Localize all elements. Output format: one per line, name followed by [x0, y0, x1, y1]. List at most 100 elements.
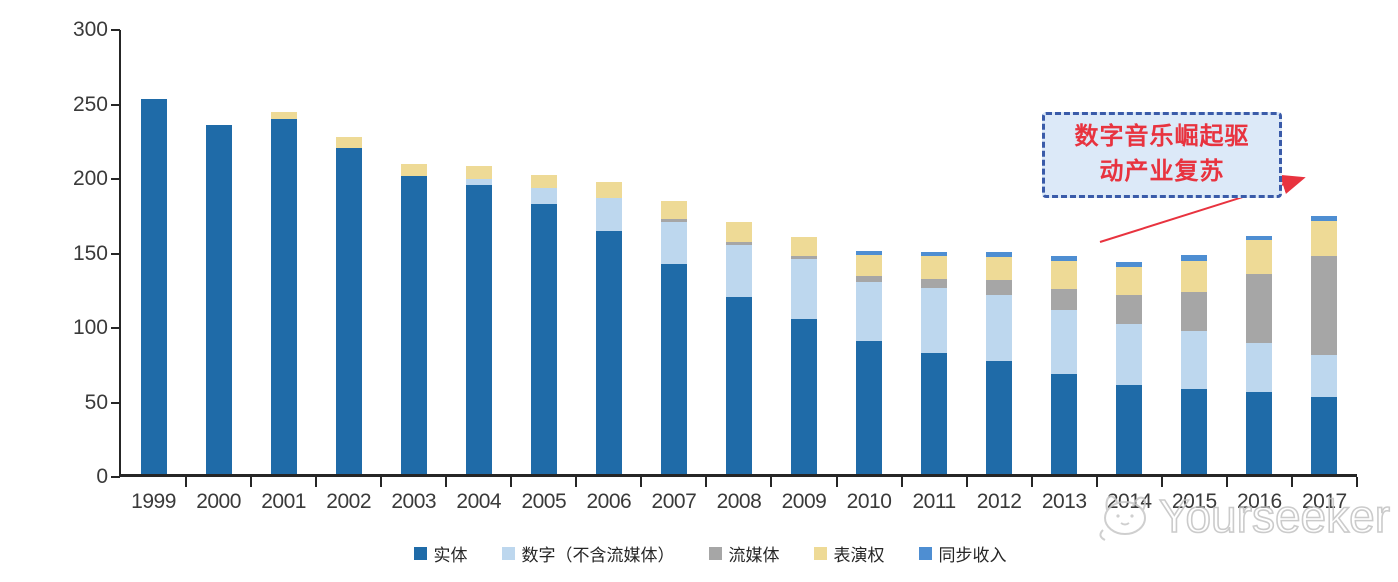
bar-segment-数字（不含流媒体）: [465, 179, 492, 185]
x-axis-label-2012: 2012: [976, 490, 1022, 513]
bar-group-2002: 2002: [316, 30, 383, 513]
x-axis-tick: [770, 477, 773, 487]
y-axis-tick: [111, 252, 120, 255]
bar-stack: [1051, 256, 1078, 474]
x-axis-label-2010: 2010: [846, 490, 892, 513]
legend-item-同步收入: 同步收入: [918, 541, 1007, 566]
watermark: Yourseeker: [1093, 489, 1391, 543]
bar-stack: [921, 252, 948, 474]
bar-segment-数字（不含流媒体）: [921, 287, 948, 354]
y-axis-tick: [111, 103, 120, 106]
bar-group-2004: 2004: [446, 30, 513, 513]
x-axis-label-1999: 1999: [131, 490, 176, 513]
bar-group-2003: 2003: [381, 30, 448, 513]
bar-segment-实体: [140, 98, 167, 474]
bar-segment-流媒体: [660, 219, 687, 223]
bar-segment-实体: [856, 341, 883, 474]
x-axis-tick: [185, 477, 188, 487]
y-axis-label-0: 0: [96, 465, 108, 488]
x-axis-tick: [315, 477, 318, 487]
bar-segment-实体: [1246, 392, 1273, 474]
x-axis-label-2006: 2006: [586, 490, 632, 513]
x-axis-label-2005: 2005: [521, 490, 567, 513]
x-axis-tick: [900, 477, 903, 487]
x-axis-label-2000: 2000: [196, 490, 241, 513]
legend-label: 数字（不含流媒体）: [521, 546, 675, 565]
bar-segment-表演权: [660, 201, 687, 220]
x-axis-tick: [705, 477, 708, 487]
x-axis-label-2017: 2017: [1302, 490, 1347, 513]
x-axis-tick: [1160, 477, 1163, 487]
bar-segment-表演权: [921, 256, 948, 279]
bar-group-2009: 2009: [771, 30, 838, 513]
bar-segment-实体: [725, 296, 752, 474]
x-axis-tick: [1030, 477, 1033, 487]
bar-segment-实体: [530, 204, 557, 474]
bar-segment-同步收入: [856, 250, 883, 255]
bar-group-2015: 2015: [1162, 30, 1228, 513]
bar-segment-数字（不含流媒体）: [1051, 310, 1078, 375]
bar-stack: [1246, 235, 1273, 474]
bar-segment-数字（不含流媒体）: [1116, 323, 1143, 385]
y-axis-label-100: 100: [72, 316, 108, 339]
y-axis-tick: [111, 476, 120, 478]
legend-item-实体: 实体: [413, 541, 468, 566]
bar-stack: [270, 111, 297, 474]
bar-segment-实体: [205, 125, 232, 474]
x-axis-tick: [1290, 477, 1293, 487]
bar-stack: [725, 222, 752, 474]
x-axis-label-2001: 2001: [261, 490, 306, 513]
bar-stack: [1181, 255, 1208, 474]
bar-segment-数字（不含流媒体）: [1246, 342, 1273, 393]
y-axis-tick: [111, 178, 120, 180]
bar-segment-流媒体: [1246, 274, 1273, 343]
bar-stack: [335, 137, 362, 474]
bar-segment-数字（不含流媒体）: [856, 281, 883, 342]
plot-area: 1999 2000 2001 2002 2003 2004 2005 2006 2007 2008…: [119, 30, 1358, 513]
annotation-callout: 数字音乐崛起驱 动产业复苏: [1042, 112, 1282, 198]
bar-segment-数字（不含流媒体）: [530, 187, 557, 205]
bar-group-2010: 2010: [837, 30, 903, 513]
bar-segment-表演权: [1051, 260, 1078, 290]
legend: 实体 数字（不含流媒体） 流媒体 表演权 同步收入: [0, 541, 1398, 566]
x-axis-tick: [1355, 477, 1358, 487]
bar-segment-表演权: [1311, 220, 1338, 257]
bar-group-2013: 2013: [1032, 30, 1098, 513]
bar-segment-实体: [660, 263, 687, 474]
bar-stack: [530, 174, 557, 474]
x-axis-tick: [380, 477, 383, 487]
x-axis-label-2011: 2011: [912, 490, 956, 513]
x-axis-tick: [1225, 477, 1228, 487]
x-axis-tick: [835, 477, 838, 487]
x-axis-label-2007: 2007: [651, 490, 697, 513]
x-axis-label-2004: 2004: [456, 490, 502, 513]
bar-stack: [1311, 216, 1338, 474]
bar-segment-表演权: [856, 254, 883, 276]
bar-group-1999: 1999: [121, 30, 188, 513]
bar-stack: [790, 237, 817, 474]
annotation-text-line2: 动产业复苏: [1099, 158, 1225, 185]
legend-item-流媒体: 流媒体: [708, 541, 780, 566]
bar-segment-同步收入: [1116, 262, 1143, 267]
bar-segment-流媒体: [921, 278, 948, 288]
bar-segment-流媒体: [790, 256, 817, 260]
bar-segment-实体: [400, 176, 427, 474]
bar-segment-实体: [595, 231, 622, 474]
x-axis-label-2003: 2003: [391, 490, 437, 513]
bar-group-2007: 2007: [641, 30, 708, 513]
y-axis-label-50: 50: [84, 390, 108, 414]
x-axis-label-2015: 2015: [1171, 490, 1217, 513]
bar-segment-同步收入: [1051, 256, 1078, 261]
bar-stack: [465, 165, 492, 474]
x-axis-label-2002: 2002: [326, 490, 372, 513]
x-axis-label-2016: 2016: [1236, 490, 1282, 513]
bar-segment-实体: [335, 147, 362, 474]
bar-segment-流媒体: [1311, 256, 1338, 355]
bar-segment-表演权: [270, 111, 297, 120]
bar-segment-数字（不含流媒体）: [790, 259, 817, 320]
x-axis-label-2008: 2008: [716, 490, 762, 513]
bar-group-2014: 2014: [1097, 30, 1163, 513]
bar-segment-流媒体: [1116, 295, 1143, 324]
bar-segment-表演权: [465, 165, 492, 179]
